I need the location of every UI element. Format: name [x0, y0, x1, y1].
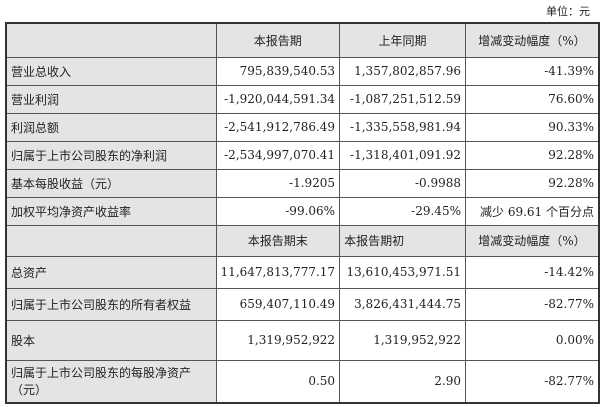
row-label: 总资产	[5, 255, 217, 289]
column-header: 本报告期初	[339, 224, 466, 257]
table-cell: -82.77%	[464, 287, 600, 321]
table-row: 营业总收入 795,839,540.53 1,357,802,857.96 -41.3…	[5, 56, 600, 86]
row-label: 利润总额	[5, 112, 217, 142]
table-header-row: 本报告期 上年同期 增减变动幅度（%）	[5, 22, 600, 58]
table-cell: -0.9988	[339, 168, 466, 198]
table-cell: 2.90	[339, 359, 466, 404]
table-header-row: 本报告期末 本报告期初 增减变动幅度（%）	[5, 224, 600, 257]
column-header: 增减变动幅度（%）	[464, 22, 600, 58]
table-cell: 减少 69.61 个百分点	[464, 196, 600, 226]
table-cell: -2,534,997,070.41	[215, 140, 341, 170]
table-row: 基本每股收益（元） -1.9205 -0.9988 92.28%	[5, 168, 600, 198]
table-cell: 1,357,802,857.96	[339, 56, 466, 86]
table-cell: -99.06%	[215, 196, 341, 226]
table-row: 归属于上市公司股东的每股净资产（元） 0.50 2.90 -82.77%	[5, 359, 600, 404]
row-label: 归属于上市公司股东的所有者权益	[5, 287, 217, 321]
table-cell: -29.45%	[339, 196, 466, 226]
table-cell: 11,647,813,777.17	[215, 255, 341, 289]
table-cell: -1.9205	[215, 168, 341, 198]
row-label: 股本	[5, 319, 217, 361]
column-header: 上年同期	[339, 22, 466, 58]
table-cell: 3,826,431,444.75	[339, 287, 466, 321]
table-cell: -1,920,044,591.34	[215, 84, 341, 114]
column-header	[5, 224, 217, 257]
table-cell: 92.28%	[464, 168, 600, 198]
row-label: 归属于上市公司股东的净利润	[5, 140, 217, 170]
table-cell: -82.77%	[464, 359, 600, 404]
table-cell: -1,335,558,981.94	[339, 112, 466, 142]
table-cell: 90.33%	[464, 112, 600, 142]
row-label: 归属于上市公司股东的每股净资产（元）	[5, 359, 217, 404]
table-cell: 1,319,952,922	[215, 319, 341, 361]
table-cell: -1,318,401,091.92	[339, 140, 466, 170]
table-cell: -14.42%	[464, 255, 600, 289]
column-header: 增减变动幅度（%）	[464, 224, 600, 257]
column-header	[5, 22, 217, 58]
table-cell: 795,839,540.53	[215, 56, 341, 86]
table-cell: 1,319,952,922	[339, 319, 466, 361]
column-header: 本报告期末	[215, 224, 341, 257]
table-cell: 659,407,110.49	[215, 287, 341, 321]
table-cell: 13,610,453,971.51	[339, 255, 466, 289]
table-cell: 76.60%	[464, 84, 600, 114]
financial-summary-table: 本报告期 上年同期 增减变动幅度（%） 营业总收入 795,839,540.53 1,35…	[5, 22, 600, 404]
table-row: 利润总额 -2,541,912,786.49 -1,335,558,981.94 90…	[5, 112, 600, 142]
row-label: 加权平均净资产收益率	[5, 196, 217, 226]
row-label: 基本每股收益（元）	[5, 168, 217, 198]
column-header: 本报告期	[215, 22, 341, 58]
table-row: 营业利润 -1,920,044,591.34 -1,087,251,512.59 76…	[5, 84, 600, 114]
row-label: 营业总收入	[5, 56, 217, 86]
table-row: 股本 1,319,952,922 1,319,952,922 0.00%	[5, 319, 600, 361]
table-cell: 92.28%	[464, 140, 600, 170]
table-row: 总资产 11,647,813,777.17 13,610,453,971.51 -14…	[5, 255, 600, 289]
table-row: 加权平均净资产收益率 -99.06% -29.45% 减少 69.61 个百分点	[5, 196, 600, 226]
table-row: 归属于上市公司股东的净利润 -2,534,997,070.41 -1,318,401…	[5, 140, 600, 170]
unit-label: 单位：元	[546, 5, 590, 18]
row-label: 营业利润	[5, 84, 217, 114]
table-cell: 0.50	[215, 359, 341, 404]
table-row: 归属于上市公司股东的所有者权益 659,407,110.49 3,826,431,4…	[5, 287, 600, 321]
table-cell: -41.39%	[464, 56, 600, 86]
table-cell: -1,087,251,512.59	[339, 84, 466, 114]
table-cell: -2,541,912,786.49	[215, 112, 341, 142]
table-cell: 0.00%	[464, 319, 600, 361]
